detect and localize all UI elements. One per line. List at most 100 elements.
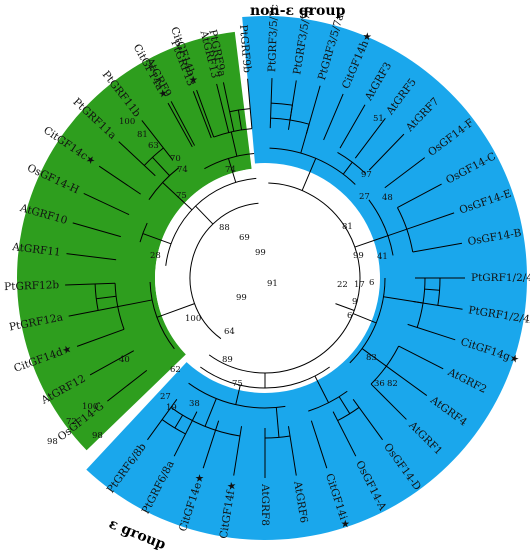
support-b39: 97 [361,170,372,180]
branch-segment [301,158,317,191]
branch-segment [300,124,310,154]
branch-segment [406,212,455,230]
epsilon-sector [17,31,252,451]
support-b6: 74 [225,165,236,175]
branch-segment [152,156,170,176]
branch-segment [196,89,215,138]
support-b23: 72 [66,417,77,427]
branch-segment [233,426,243,476]
non-epsilon-sector [86,16,528,541]
branch-segment [142,233,172,245]
branch-arc [229,108,251,113]
branch-segment [237,110,243,130]
branch-arc [189,202,259,340]
tree-branches [65,78,465,478]
support-b37: 48 [382,193,393,203]
branch-segment [65,282,116,286]
branch-arc [188,382,286,409]
support-b11: 28 [150,251,161,261]
branch-segment [96,295,117,300]
branch-segment [397,183,442,209]
branch-segment [424,288,440,291]
support-values: 100 81 63 70 74 74 75 88 69 99 28 91 99 … [47,114,398,447]
branch-segment [76,328,125,347]
branch-segment [352,399,383,441]
support-b20: 27 [160,392,171,402]
support-b36: 6 [369,278,374,288]
epsilon-group-label: ε group [107,516,169,550]
branch-segment [83,193,130,216]
support-b38: 27 [359,192,370,202]
branch-segment [361,348,387,367]
branch-arc [437,277,441,306]
support-b19: 19 [166,403,177,413]
branch-segment [89,350,135,376]
branch-segment [235,385,241,405]
support-b27: 36 [374,379,385,389]
branch-arc [170,407,241,437]
support-b41: 51 [373,114,384,124]
support-b22: 100 [82,402,98,412]
support-b12: 91 [267,279,278,289]
leaf-label-l0: PtGRF3/5/7c [266,4,280,72]
branch-segment [387,228,407,237]
branch-segment [332,411,357,457]
branch-segment [323,93,344,141]
support-b3: 63 [148,141,159,151]
branch-segment [107,369,148,402]
branch-arc [161,419,186,435]
branch-arc [139,222,148,243]
branch-segment [230,131,238,157]
support-b40: 41 [377,252,388,262]
support-b10: 99 [255,248,266,258]
branch-segment [204,398,217,427]
branch-segment [354,235,389,248]
branch-segment [412,242,463,253]
branch-segment [156,303,195,318]
branch-segment [72,222,121,238]
branch-arc [143,147,164,166]
branch-segment [247,78,253,129]
support-b28: 83 [366,353,377,363]
inner-disk [155,168,375,388]
branch-segment [216,83,230,133]
branch-segment [342,161,353,175]
branch-segment [289,105,293,121]
branch-arc [337,407,360,422]
branch-segment [339,104,366,149]
branch-arc [368,199,394,256]
branch-arc [94,283,99,311]
support-b8: 88 [219,223,230,233]
support-b24: 98 [92,431,103,441]
support-b2: 81 [137,130,148,140]
support-b9: 69 [239,233,250,243]
leaf-label-l40: PtGRF9b [237,24,253,73]
branch-segment [66,253,117,261]
branch-segment [202,420,220,469]
branch-segment [162,182,193,211]
branch-segment [227,158,237,183]
support-b5: 74 [177,165,188,175]
branch-arc [349,277,386,364]
leaf-label-l31: AtGRF11 [11,241,62,259]
branch-segment [275,407,280,438]
support-b34: 99 [353,251,364,261]
branch-segment [287,426,297,476]
branch-segment [354,117,386,159]
branch-segment [141,120,174,161]
branch-arc [208,182,361,374]
branch-segment [167,102,193,148]
support-b35: 81 [342,222,353,232]
branch-segment [407,323,456,341]
support-b15: 64 [224,327,235,337]
support-b13: 99 [236,293,247,303]
branch-segment [117,299,153,308]
branch-segment [118,141,156,177]
support-b26: 40 [119,355,130,365]
branch-segment [310,420,328,469]
support-b16: 89 [222,355,233,365]
branch-segment [384,157,426,189]
branch-segment [98,165,141,195]
support-b32: 22 [337,280,348,290]
